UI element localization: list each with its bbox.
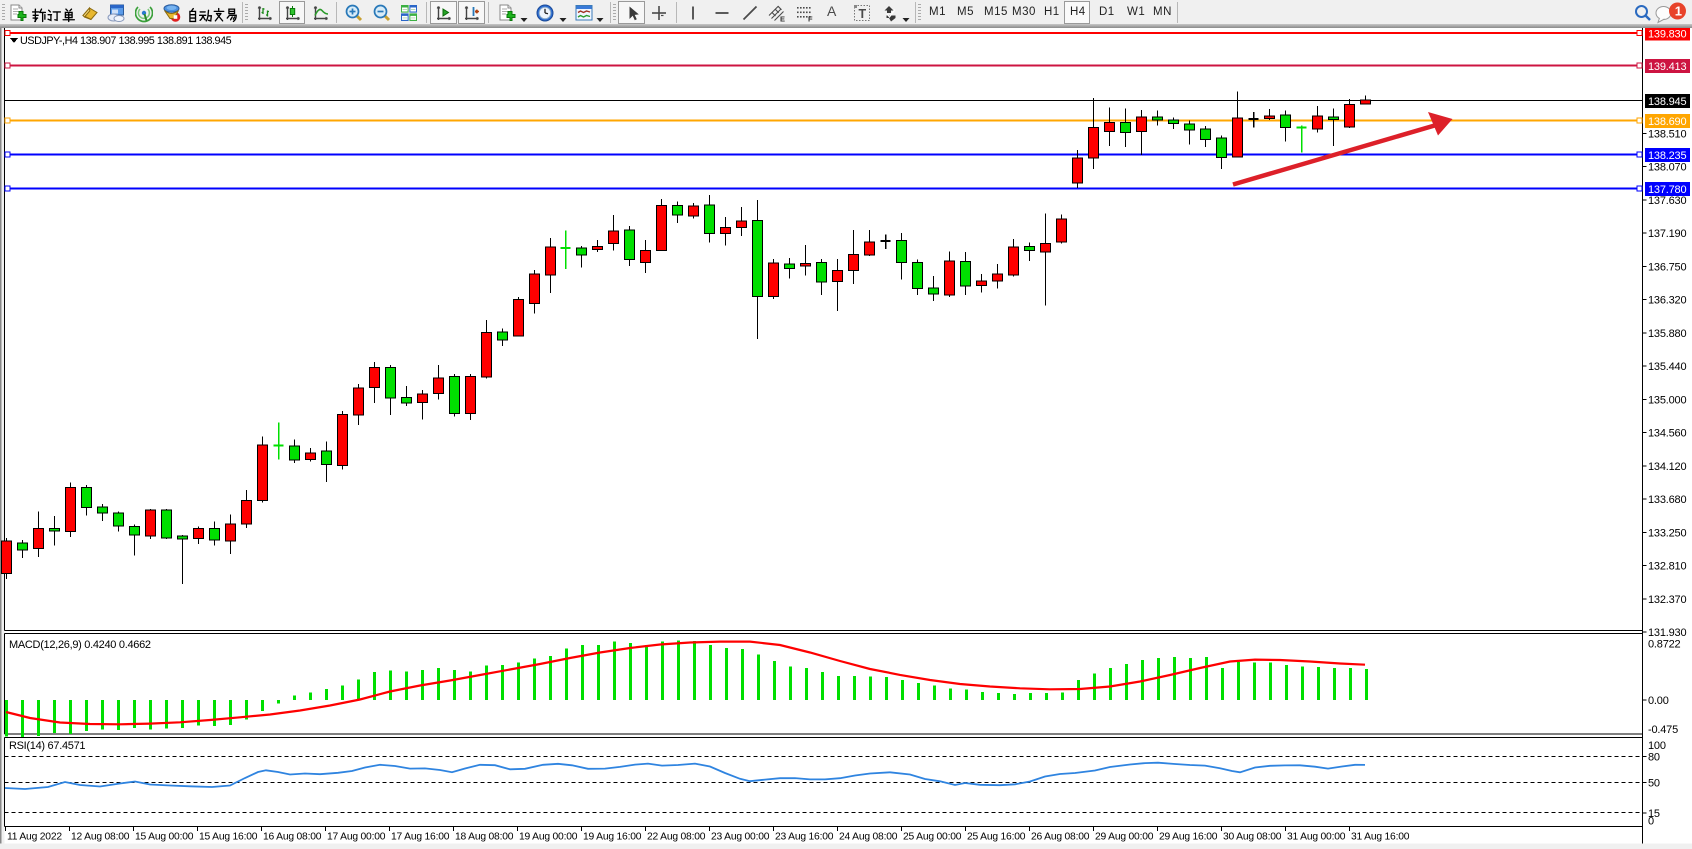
svg-text:26 Aug 08:00: 26 Aug 08:00 [1031,832,1090,843]
svg-text:137.630: 137.630 [1648,195,1686,207]
svg-text:137.780: 137.780 [1648,184,1686,196]
svg-text:18 Aug 08:00: 18 Aug 08:00 [455,832,514,843]
svg-text:RSI(14) 67.4571: RSI(14) 67.4571 [9,740,85,752]
svg-text:0: 0 [1648,816,1654,828]
svg-text:136.750: 136.750 [1648,261,1686,273]
svg-text:15 Aug 00:00: 15 Aug 00:00 [135,832,194,843]
svg-text:137.190: 137.190 [1648,228,1686,240]
svg-text:31 Aug 16:00: 31 Aug 16:00 [1351,832,1410,843]
svg-text:16 Aug 08:00: 16 Aug 08:00 [263,832,322,843]
svg-text:T: T [859,7,867,21]
svg-text:E: E [780,15,785,24]
svg-text:25 Aug 00:00: 25 Aug 00:00 [903,832,962,843]
svg-text:50: 50 [1648,778,1660,790]
svg-text:MACD(12,26,9) 0.4240 0.4662: MACD(12,26,9) 0.4240 0.4662 [9,639,151,651]
svg-text:1: 1 [1675,4,1682,19]
svg-text:138.235: 138.235 [1648,150,1686,162]
svg-text:12 Aug 08:00: 12 Aug 08:00 [71,832,130,843]
svg-text:30 Aug 08:00: 30 Aug 08:00 [1223,832,1282,843]
svg-text:19 Aug 16:00: 19 Aug 16:00 [583,832,642,843]
svg-text:31 Aug 00:00: 31 Aug 00:00 [1287,832,1346,843]
svg-text:29 Aug 16:00: 29 Aug 16:00 [1159,832,1218,843]
svg-text:135.000: 135.000 [1648,394,1686,406]
svg-text:136.320: 136.320 [1648,295,1686,307]
svg-text:138.945: 138.945 [1648,96,1686,108]
svg-text:24 Aug 08:00: 24 Aug 08:00 [839,832,898,843]
svg-text:139.413: 139.413 [1648,61,1686,73]
svg-text:19 Aug 00:00: 19 Aug 00:00 [519,832,578,843]
svg-text:131.930: 131.930 [1648,627,1686,639]
svg-text:132.370: 132.370 [1648,594,1686,606]
svg-text:132.810: 132.810 [1648,561,1686,573]
svg-text:0.00: 0.00 [1648,695,1669,707]
svg-text:135.440: 135.440 [1648,361,1686,373]
svg-text:15: 15 [1648,808,1660,820]
svg-text:138.070: 138.070 [1648,162,1686,174]
svg-text:139.830: 139.830 [1648,29,1686,41]
svg-text:17 Aug 16:00: 17 Aug 16:00 [391,832,450,843]
svg-text:133.680: 133.680 [1648,494,1686,506]
svg-text:15 Aug 16:00: 15 Aug 16:00 [199,832,258,843]
svg-text:29 Aug 00:00: 29 Aug 00:00 [1095,832,1154,843]
svg-text:22 Aug 08:00: 22 Aug 08:00 [647,832,706,843]
svg-text:135.880: 135.880 [1648,328,1686,340]
svg-text:133.250: 133.250 [1648,527,1686,539]
svg-text:80: 80 [1648,752,1660,764]
svg-text:17 Aug 00:00: 17 Aug 00:00 [327,832,386,843]
svg-text:100: 100 [1648,740,1666,752]
svg-text:11 Aug 2022: 11 Aug 2022 [7,832,62,843]
svg-text:138.690: 138.690 [1648,116,1686,128]
svg-text:-0.475: -0.475 [1648,724,1678,736]
svg-text:134.560: 134.560 [1648,428,1686,440]
svg-text:138.510: 138.510 [1648,128,1686,140]
svg-text:0.8722: 0.8722 [1648,639,1681,651]
svg-text:F: F [808,15,813,24]
svg-text:23 Aug 16:00: 23 Aug 16:00 [775,832,834,843]
svg-text:23 Aug 00:00: 23 Aug 00:00 [711,832,770,843]
svg-text:134.120: 134.120 [1648,461,1686,473]
svg-text:25 Aug 16:00: 25 Aug 16:00 [967,832,1026,843]
svg-text:USDJPY-,H4 138.907 138.995 13: USDJPY-,H4 138.907 138.995 138.891 138.9… [20,35,232,47]
